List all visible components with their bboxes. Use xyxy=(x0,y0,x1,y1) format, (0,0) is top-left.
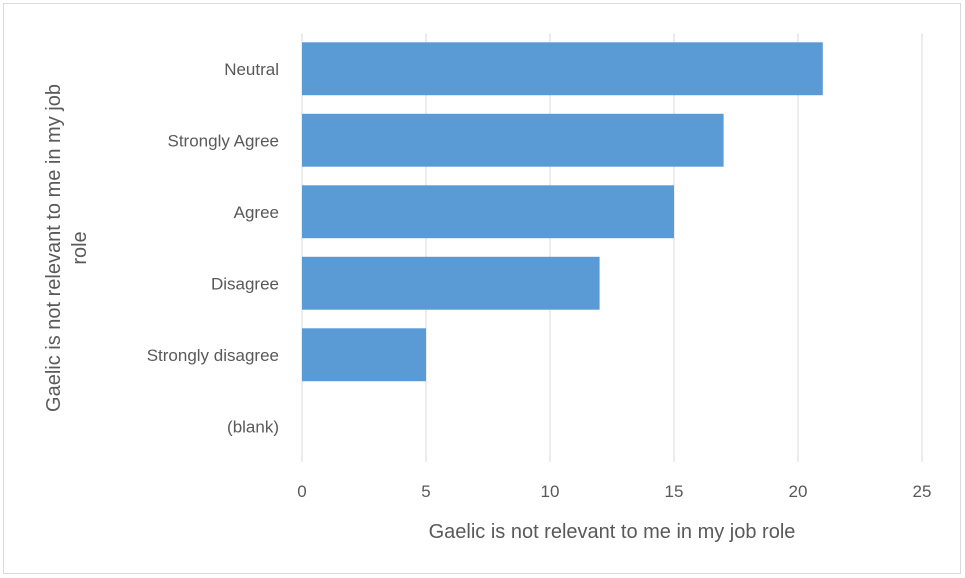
bar-strongly-disagree xyxy=(302,328,426,382)
bar-agree xyxy=(302,185,674,239)
bar-strongly-agree xyxy=(302,113,724,167)
x-tick-label-10: 10 xyxy=(541,482,560,501)
y-category-label: Neutral xyxy=(224,60,279,79)
y-axis-title-line-1: Gaelic is not relevant to me in my job xyxy=(43,84,65,412)
y-category-label: Disagree xyxy=(211,274,279,293)
y-category-label: Strongly Agree xyxy=(167,131,279,150)
x-axis-title: Gaelic is not relevant to me in my job r… xyxy=(429,521,796,543)
bar-disagree xyxy=(302,256,600,310)
x-tick-label-20: 20 xyxy=(789,482,808,501)
bars xyxy=(302,42,823,382)
y-axis-title-line-2: role xyxy=(69,231,91,264)
x-tick-label-0: 0 xyxy=(297,482,306,501)
y-category-label: Strongly disagree xyxy=(147,346,279,365)
x-tick-label-15: 15 xyxy=(665,482,684,501)
gridlines xyxy=(301,33,923,462)
y-category-label: Agree xyxy=(234,203,279,222)
x-tick-label-25: 25 xyxy=(913,482,932,501)
y-category-labels: Neutral Strongly Agree Agree Disagree Strong… xyxy=(147,60,279,437)
bar-neutral xyxy=(302,42,823,96)
y-category-label: (blank) xyxy=(227,417,279,436)
y-axis-title: Gaelic is not relevant to me in my job ro… xyxy=(43,84,91,412)
x-tick-label-5: 5 xyxy=(421,482,430,501)
x-tick-labels: 0 5 10 15 20 25 xyxy=(297,482,931,501)
